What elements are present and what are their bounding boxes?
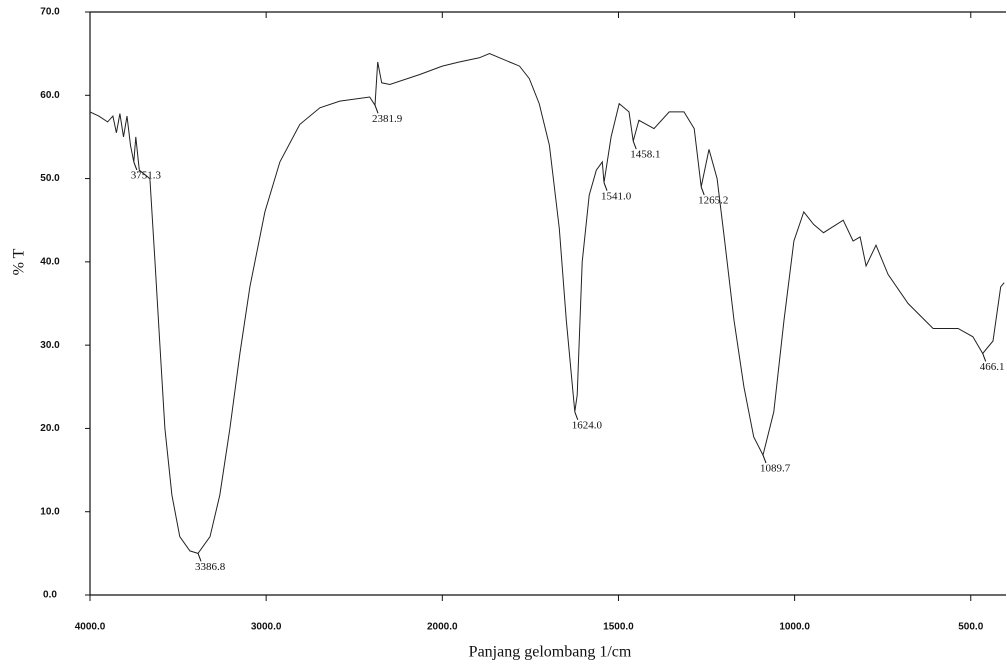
y-tick-label: 50.0 <box>40 173 60 184</box>
peak-label: 3386.8 <box>195 561 226 573</box>
y-tick-label: 30.0 <box>40 340 60 351</box>
peak-marker <box>574 411 579 420</box>
peak-marker <box>133 161 138 171</box>
peak-marker <box>632 140 637 150</box>
peak-label: 2381.9 <box>372 113 403 125</box>
y-tick-label: 60.0 <box>40 90 60 101</box>
x-tick-label: 1000.0 <box>779 622 810 633</box>
spectrum-line <box>89 53 1005 554</box>
x-axis-label: Panjang gelombang 1/cm <box>469 644 632 661</box>
peak-label: 1265.2 <box>698 194 728 206</box>
peak-marker <box>197 553 202 562</box>
peak-label: 1541.0 <box>601 190 632 202</box>
peak-marker <box>762 454 767 464</box>
peak-label: 1458.1 <box>630 149 660 161</box>
peak-label: 466.1 <box>980 361 1005 373</box>
peak-marker <box>374 105 379 114</box>
y-tick-label: 20.0 <box>40 423 60 434</box>
peak-marker <box>700 186 705 196</box>
y-tick-label: 40.0 <box>40 256 60 267</box>
peak-marker <box>603 182 608 191</box>
y-tick-label: 10.0 <box>40 506 60 517</box>
peak-label: 3751.3 <box>131 169 162 181</box>
x-tick-label: 1500.0 <box>603 622 634 633</box>
peak-label: 1624.0 <box>572 419 603 431</box>
y-axis-label: % T <box>11 248 28 275</box>
peak-marker <box>982 353 987 362</box>
y-tick-label: 0.0 <box>43 590 57 601</box>
x-tick-label: 4000.0 <box>75 622 106 633</box>
x-tick-label: 2000.0 <box>427 622 458 633</box>
y-tick-label: 70.0 <box>40 7 60 18</box>
x-tick-label: 500.0 <box>958 622 983 633</box>
peak-label: 1089.7 <box>760 463 791 475</box>
x-tick-label: 3000.0 <box>251 622 282 633</box>
